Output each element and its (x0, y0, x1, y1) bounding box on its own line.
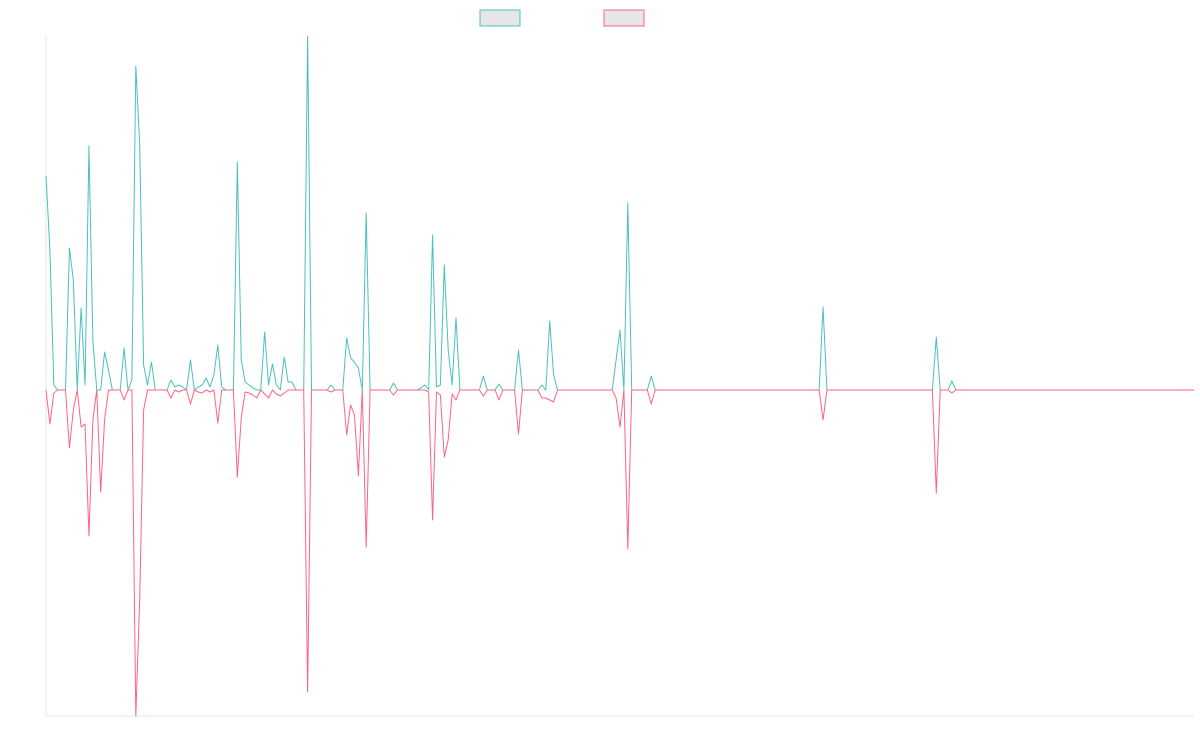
legend-swatch[interactable] (603, 9, 645, 27)
legend-swatch[interactable] (479, 9, 521, 27)
series-line (45, 389, 1194, 717)
series-line (45, 35, 1194, 391)
